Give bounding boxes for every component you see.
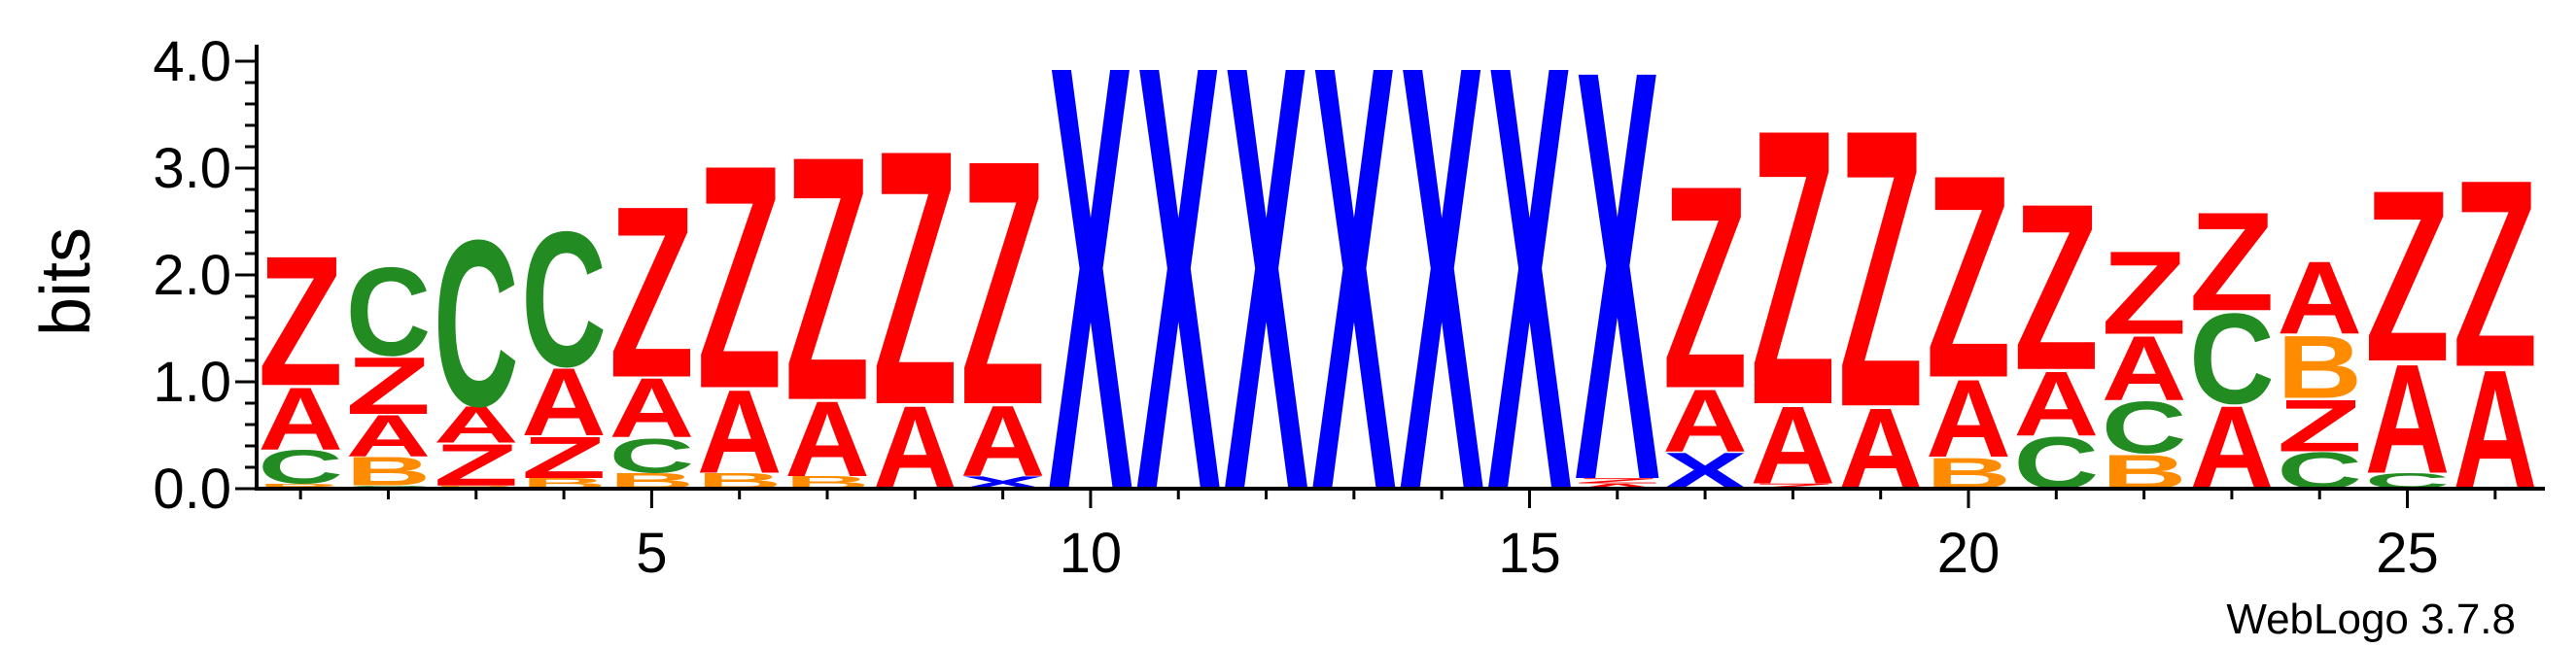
weblogo-credit: WebLogo 3.7.8 <box>2226 596 2516 643</box>
glyph-Z-pos-16: Z <box>1575 477 1660 486</box>
glyph-X-pos-12: X <box>1224 0 1309 618</box>
glyph-A-pos-9: A <box>960 385 1046 497</box>
glyph-Z-pos-4: Z <box>521 425 607 491</box>
glyph-Z-pos-22: Z <box>2102 226 2187 359</box>
glyph-Z-pos-1: Z <box>258 217 343 425</box>
glyph-C-pos-2: C <box>346 241 432 383</box>
glyph-Z-pos-23: Z <box>2189 183 2275 341</box>
x-tick-label: 20 <box>1937 522 2001 585</box>
glyph-layer: BCAZCBAZCBZACBZACBCAZBAZBAZAZXAZXXXXXXAZ… <box>258 0 2537 618</box>
glyph-Z-pos-5: Z <box>609 155 695 429</box>
glyph-A-pos-2: A <box>346 403 432 469</box>
glyph-X-pos-10: X <box>1048 0 1133 618</box>
glyph-B-pos-24: B <box>2277 318 2362 417</box>
glyph-A-pos-20: A <box>1926 357 2011 481</box>
glyph-Z-pos-19: Z <box>1838 47 1924 490</box>
glyph-B-pos-1: B <box>258 482 343 491</box>
glyph-Z-pos-26: Z <box>2453 124 2538 423</box>
glyph-C-pos-22: C <box>2102 387 2187 469</box>
x-tick-label: 10 <box>1060 522 1123 585</box>
glyph-Z-pos-21: Z <box>2014 155 2100 420</box>
glyph-Z-pos-20: Z <box>1926 114 2011 438</box>
glyph-X-pos-11: X <box>1135 0 1221 618</box>
glyph-A-pos-16: A <box>1575 482 1660 491</box>
glyph-C-pos-4: C <box>521 191 607 407</box>
glyph-Z-pos-17: Z <box>1662 124 1748 449</box>
glyph-Z-pos-18: Z <box>1751 482 1836 491</box>
x-tick-label: 15 <box>1498 522 1561 585</box>
glyph-X-pos-14: X <box>1399 0 1484 618</box>
glyph-Z-pos-24: Z <box>2277 385 2362 467</box>
glyph-A-pos-3: A <box>434 395 519 454</box>
y-tick-label: 3.0 <box>153 137 231 200</box>
x-tick-label: 25 <box>2376 522 2439 585</box>
glyph-A-pos-6: A <box>697 365 783 498</box>
glyph-Z-pos-2: Z <box>346 340 432 431</box>
glyph-Z-pos-7: Z <box>784 84 870 473</box>
y-tick-label: 2.0 <box>153 244 231 307</box>
axis-layer: 0.0 1.0 2.0 3.0 4.0 5 10 15 20 25 <box>153 30 2545 585</box>
y-tick-label: 0.0 <box>153 458 231 521</box>
glyph-Z-pos-8: Z <box>873 75 958 482</box>
y-tick-label: 4.0 <box>153 30 231 93</box>
glyph-A-pos-17: A <box>1662 371 1748 470</box>
glyph-A-pos-5: A <box>609 361 695 456</box>
glyph-X-pos-15: X <box>1487 0 1573 618</box>
glyph-A-pos-24: A <box>2277 240 2362 357</box>
glyph-C-pos-1: C <box>258 440 343 494</box>
x-tick-label: 5 <box>636 522 667 585</box>
y-axis-label: bits <box>27 227 105 336</box>
glyph-A-pos-1: A <box>258 369 343 468</box>
y-tick-label: 1.0 <box>153 351 231 414</box>
glyph-A-pos-25: A <box>2365 332 2451 506</box>
glyph-C-pos-23: C <box>2189 287 2275 430</box>
glyph-A-pos-21: A <box>2014 353 2100 456</box>
glyph-A-pos-22: A <box>2102 317 2187 420</box>
glyph-X-pos-16: X <box>1575 0 1660 603</box>
glyph-A-pos-7: A <box>784 379 870 499</box>
glyph-Z-pos-18: Z <box>1751 49 1836 488</box>
glyph-A-pos-4: A <box>521 349 607 456</box>
glyph-X-pos-13: X <box>1311 0 1397 618</box>
glyph-Z-pos-9: Z <box>960 88 1046 478</box>
glyph-C-pos-5: C <box>609 428 695 483</box>
glyph-C-pos-3: C <box>434 190 519 457</box>
glyph-Z-pos-6: Z <box>697 99 783 456</box>
glyph-Z-pos-25: Z <box>2365 140 2451 414</box>
